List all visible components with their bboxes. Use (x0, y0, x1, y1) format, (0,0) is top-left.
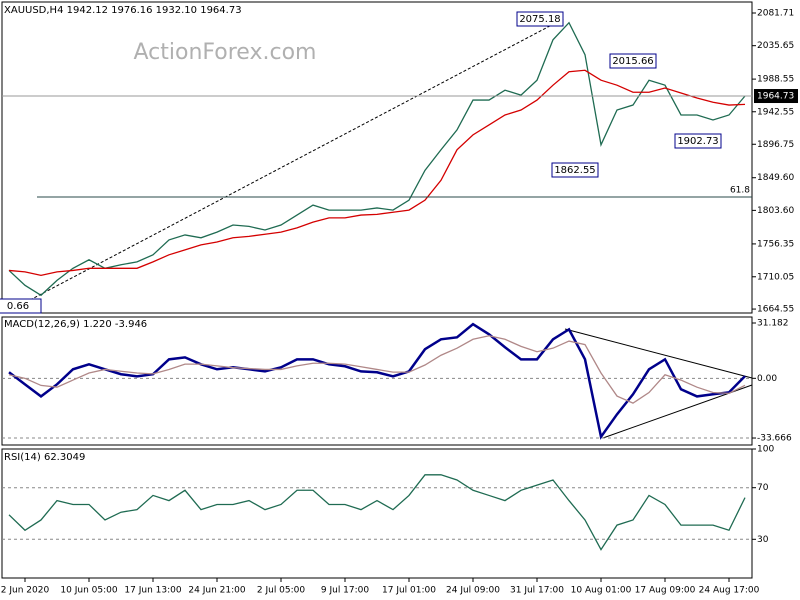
y-tick-label: 1710.05 (757, 272, 794, 282)
x-tick-label: 24 Aug 17:00 (699, 586, 760, 596)
annotation: 2075.18 (519, 14, 560, 25)
x-tick-label: 17 Aug 09:00 (635, 586, 696, 596)
y-tick-label: 0.00 (757, 374, 777, 384)
y-tick-label: 1942.55 (757, 107, 794, 117)
annotation: 1902.73 (677, 136, 718, 147)
y-tick-label: 1988.55 (757, 75, 794, 85)
x-tick-label: 2 Jul 05:00 (257, 586, 306, 596)
series-line (8, 474, 746, 551)
x-tick-label: 10 Jun 05:00 (60, 586, 117, 596)
watermark: ActionForex.com (134, 40, 317, 65)
annotation-box (551, 162, 599, 178)
fib-label: 61.8 (730, 186, 750, 196)
annotation: 1862.55 (554, 165, 595, 176)
macd-title: MACD(12,26,9) 1.220 -3.946 (4, 319, 147, 330)
y-tick-label: 1664.55 (757, 305, 794, 315)
y-tick-label: 100 (757, 445, 774, 455)
price-title: XAUUSD,H4 1942.12 1976.16 1932.10 1964.7… (4, 5, 242, 16)
series-line (8, 335, 746, 404)
annotation: 0.66 (7, 301, 29, 312)
series-line (8, 322, 746, 440)
y-tick-label: -33.666 (757, 434, 792, 444)
y-tick-label: 70 (757, 483, 769, 493)
macd-panel (1, 316, 753, 446)
rsi-panel (1, 448, 753, 579)
y-tick-label: 1896.75 (757, 140, 794, 150)
series-line (8, 21, 746, 297)
x-tick-label: 2 Jun 2020 (1, 586, 50, 596)
y-tick-label: 2035.65 (757, 41, 794, 51)
series-line (8, 69, 746, 277)
rsi-title: RSI(14) 62.3049 (4, 452, 85, 463)
annotation-box (609, 53, 657, 69)
trend-line (29, 17, 566, 301)
y-tick-label: 31.182 (757, 319, 789, 329)
x-tick-label: 9 Jul 17:00 (321, 586, 370, 596)
y-tick-label: 2081.71 (757, 8, 794, 18)
annotation-box (674, 133, 722, 149)
x-tick-label: 24 Jul 09:00 (446, 586, 500, 596)
last-price-label: 1964.73 (757, 92, 794, 102)
y-tick-label: 30 (757, 535, 769, 545)
x-tick-label: 31 Jul 17:00 (510, 586, 564, 596)
x-tick-label: 17 Jun 13:00 (124, 586, 181, 596)
triangle-upper (564, 328, 753, 379)
annotation-box (516, 11, 564, 27)
annotation-box (0, 298, 42, 314)
y-tick-label: 1756.35 (757, 239, 794, 249)
last-price-box (754, 89, 798, 104)
x-tick-label: 24 Jun 21:00 (188, 586, 245, 596)
price-panel (1, 1, 753, 314)
annotation: 2015.66 (612, 56, 653, 67)
y-tick-label: 1803.60 (757, 206, 794, 216)
y-tick-label: 1849.60 (757, 173, 794, 183)
x-tick-label: 10 Aug 01:00 (571, 586, 632, 596)
x-tick-label: 17 Jul 01:00 (382, 586, 436, 596)
